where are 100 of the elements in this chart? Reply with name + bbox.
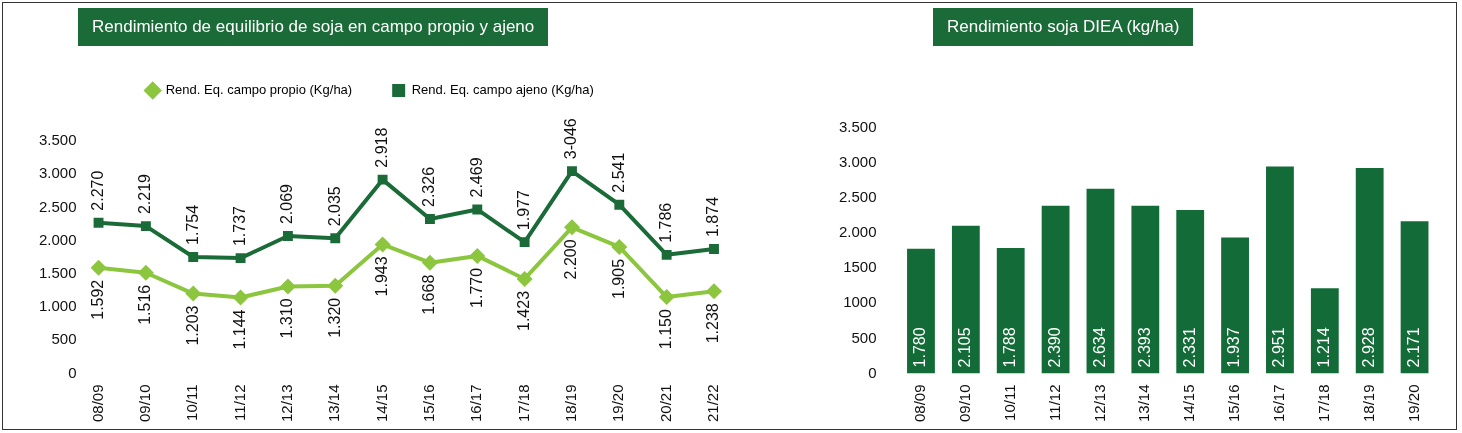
point [330, 233, 341, 244]
data-label: 2.469 [467, 157, 485, 198]
data-label: 1.320 [325, 297, 343, 338]
point [90, 259, 107, 276]
point [232, 289, 249, 306]
data-label: 1.668 [420, 274, 438, 315]
data-label: 1.788 [1001, 327, 1019, 368]
y-tick-label: 2.000 [838, 223, 877, 241]
point [519, 237, 530, 248]
x-tick-label: 13/14 [325, 384, 343, 423]
y-tick-label: 1.500 [38, 263, 77, 281]
data-label: 3-046 [562, 118, 580, 160]
bar [1355, 168, 1384, 374]
data-label: 2.928 [1360, 327, 1378, 368]
bar [1266, 166, 1294, 374]
x-tick-label: 08/09 [88, 384, 106, 423]
chart-title: Rendimiento de equilibrio de soja en campo propio y ajeno [78, 8, 549, 46]
bar [996, 248, 1025, 374]
y-tick-label: 1000 [843, 293, 877, 311]
point [424, 214, 435, 224]
x-tick-label: 12/13 [278, 384, 296, 423]
point [185, 285, 202, 302]
data-label: 2.270 [88, 170, 106, 211]
data-label: 1.737 [230, 205, 248, 247]
data-label: 1.780 [911, 327, 929, 368]
data-label: 1.754 [183, 204, 201, 245]
point [279, 278, 296, 295]
point [93, 217, 104, 228]
data-label: 2.634 [1090, 327, 1108, 368]
bar [1131, 205, 1160, 374]
point [709, 244, 719, 254]
chart-title: Rendimiento soja DIEA (kg/ha) [933, 8, 1194, 46]
x-tick-label: 15/16 [1225, 384, 1243, 423]
x-tick-label: 08/09 [911, 384, 929, 423]
x-tick-label: 18/19 [562, 384, 580, 423]
data-label: 1.592 [88, 279, 106, 320]
data-label: 1.977 [515, 190, 533, 231]
data-label: 2.035 [325, 186, 343, 227]
x-tick-label: 09/10 [136, 384, 154, 423]
y-tick-label: 1.000 [38, 297, 77, 315]
data-label: 1.203 [183, 305, 201, 346]
x-tick-label: 16/17 [467, 384, 485, 423]
data-label: 2.918 [373, 127, 390, 168]
data-label: 2.541 [609, 152, 627, 193]
y-tick-label: 3.000 [38, 164, 77, 182]
bar [1041, 205, 1070, 374]
point [661, 249, 672, 260]
y-tick-label: 2.000 [38, 230, 77, 248]
data-label: 1.150 [657, 308, 675, 350]
point [614, 199, 625, 210]
point [235, 253, 246, 264]
x-tick-label: 17/18 [1314, 384, 1332, 423]
data-label: 1.937 [1225, 327, 1243, 368]
bar [1400, 221, 1429, 374]
y-tick-label: 3.500 [38, 131, 77, 149]
bar [951, 225, 980, 374]
data-label: 2.326 [420, 166, 438, 207]
x-tick-label: 18/19 [1359, 384, 1377, 423]
point [611, 238, 628, 255]
point [706, 283, 722, 300]
data-label: 1.770 [467, 267, 485, 308]
y-tick-label: 500 [51, 330, 77, 348]
x-tick-label: 19/20 [1404, 384, 1422, 423]
point [327, 277, 344, 294]
data-label: 1.310 [278, 298, 296, 339]
x-tick-label: 11/12 [230, 384, 248, 421]
x-tick-label: 10/11 [183, 384, 201, 421]
data-label: 1.943 [373, 256, 390, 297]
point [658, 289, 675, 306]
x-tick-label: 10/11 [1000, 384, 1018, 421]
y-tick-label: 500 [851, 328, 877, 346]
x-tick-label: 14/15 [1180, 384, 1198, 423]
point [282, 231, 293, 241]
y-tick-label: 3.000 [838, 153, 877, 171]
point [567, 166, 577, 177]
x-tick-label: 12/13 [1090, 384, 1108, 423]
x-tick-label: 20/21 [656, 384, 674, 423]
point [137, 264, 154, 281]
y-tick-label: 0 [68, 363, 77, 381]
data-label: 1.423 [515, 290, 533, 331]
point [563, 219, 580, 236]
point [140, 221, 151, 232]
bar [1086, 188, 1115, 374]
x-tick-label: 19/20 [609, 384, 627, 423]
data-label: 2.331 [1180, 327, 1198, 368]
data-label: 1.905 [609, 258, 627, 299]
bar [1176, 209, 1205, 374]
data-label: 2.200 [562, 239, 580, 280]
point [421, 254, 438, 271]
data-label: 1.786 [657, 202, 675, 243]
point [469, 247, 486, 264]
x-tick-label: 17/18 [514, 384, 532, 423]
x-tick-label: 14/15 [372, 384, 390, 423]
data-label: 2.171 [1404, 327, 1422, 368]
x-tick-label: 09/10 [955, 384, 973, 423]
y-tick-label: 0 [868, 363, 877, 381]
y-tick-label: 3.500 [838, 118, 877, 136]
data-label: 1.238 [704, 303, 722, 344]
y-tick-label: 2.500 [838, 188, 877, 206]
x-tick-label: 16/17 [1270, 384, 1288, 423]
